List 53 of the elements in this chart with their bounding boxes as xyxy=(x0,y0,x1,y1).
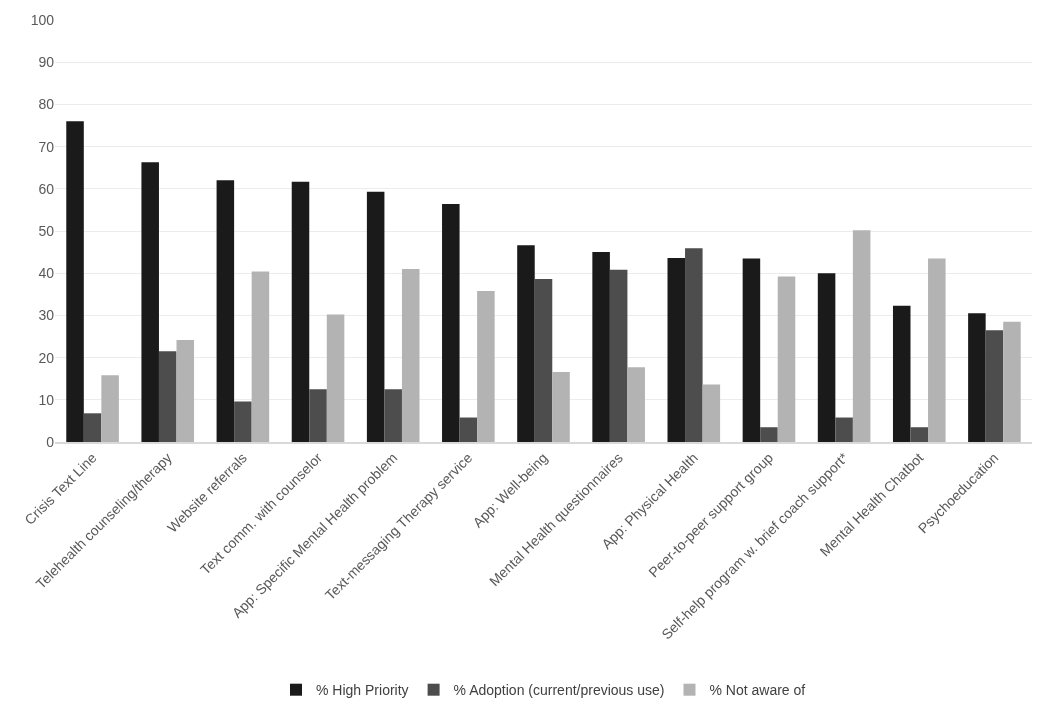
y-tick-label: 100 xyxy=(30,11,55,28)
bar xyxy=(852,230,871,442)
y-tick-label: 40 xyxy=(38,265,55,282)
bar xyxy=(968,313,986,442)
y-tick-label: 0 xyxy=(46,433,55,450)
y-tick-label: 30 xyxy=(38,307,55,324)
bar xyxy=(83,413,102,442)
bar xyxy=(459,417,478,442)
bar xyxy=(66,121,84,442)
bar xyxy=(216,180,235,442)
bar xyxy=(442,203,460,442)
bar xyxy=(158,351,177,442)
bar xyxy=(401,268,420,442)
bar xyxy=(609,269,628,442)
y-tick-label: 80 xyxy=(38,96,55,113)
legend-label: % High Priority xyxy=(316,682,409,699)
bar xyxy=(1003,321,1021,442)
y-tick-label: 90 xyxy=(38,54,55,71)
bar xyxy=(384,389,402,442)
bar xyxy=(592,252,610,442)
bar xyxy=(517,245,535,442)
y-tick-label: 50 xyxy=(38,222,55,239)
bar xyxy=(667,258,686,442)
bar xyxy=(291,181,310,442)
bar xyxy=(627,367,645,442)
bar xyxy=(760,427,778,442)
bar xyxy=(477,290,495,442)
bar xyxy=(234,401,252,442)
y-tick-label: 10 xyxy=(38,391,55,408)
bar xyxy=(817,273,836,442)
bar xyxy=(309,389,327,442)
bar xyxy=(835,417,853,442)
bar xyxy=(552,371,570,442)
bar xyxy=(534,279,553,442)
bar xyxy=(685,248,703,442)
bar xyxy=(777,276,796,442)
y-tick-label: 20 xyxy=(38,349,55,366)
bar xyxy=(326,314,345,442)
bar xyxy=(702,384,721,442)
bar xyxy=(910,427,929,442)
bar xyxy=(176,339,195,442)
bar xyxy=(251,271,270,442)
bar xyxy=(985,330,1004,442)
bar xyxy=(892,305,911,442)
y-tick-label: 70 xyxy=(38,138,55,155)
bar xyxy=(101,375,119,442)
legend-label: % Not aware of xyxy=(709,682,806,699)
bar xyxy=(742,258,761,442)
bar xyxy=(928,258,946,442)
y-tick-label: 60 xyxy=(38,180,55,197)
bar xyxy=(366,191,385,442)
legend-label: % Adoption (current/previous use) xyxy=(453,682,665,699)
bar xyxy=(141,162,159,442)
